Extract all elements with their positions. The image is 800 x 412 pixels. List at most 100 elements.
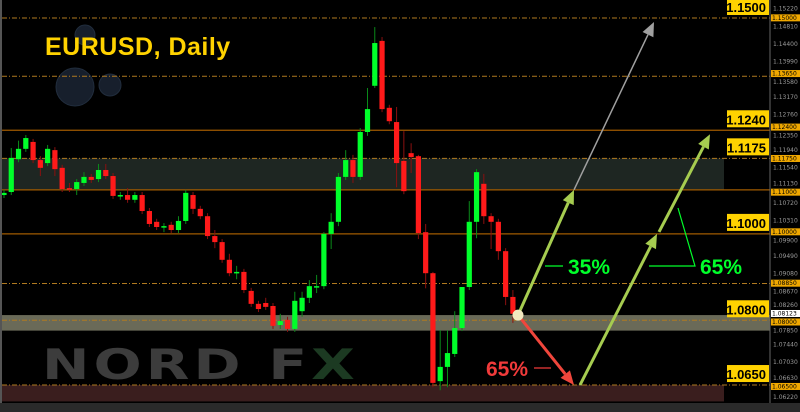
candle [386,104,392,125]
candle-body [437,366,443,382]
axis-tick-label: 1.11940 [773,147,798,154]
candle [204,213,211,240]
chart-title: EURUSD, Daily [45,33,231,61]
candle [437,330,443,391]
candle [234,265,240,280]
axis-level-tag [771,123,800,131]
candle [393,106,400,188]
candle [132,192,138,203]
axis-level-tag [771,318,800,326]
candle-body [1,192,7,196]
candle [161,223,167,233]
candle [473,169,480,239]
candle-body [168,224,174,231]
candle-body [393,122,400,164]
bottom-scrollbar[interactable] [0,403,800,412]
candle-body [277,321,283,326]
candle [401,131,407,195]
level-label-text: 1.1175 [727,140,766,155]
zone-0 [2,158,724,190]
candle-body [52,150,58,170]
level-label: 1.1000 [726,213,769,231]
axis-tick-label: 1.07440 [773,341,798,348]
axis-tick-label: 1.10310 [773,218,798,225]
axis-tick-label: 1.07030 [773,359,798,366]
axis-tick-label: 1.09080 [773,271,798,278]
probability-label-65-up: 65% [700,256,742,279]
arrowhead-icon [698,134,710,150]
candle [117,192,123,200]
candle [241,268,247,294]
candle-body [212,236,218,243]
candle [357,128,363,180]
axis-level-tag [771,188,800,196]
candle-body [328,221,334,234]
candle-body [343,160,349,177]
candle [503,248,509,306]
candle [110,173,116,199]
bullish-arrow-first [516,189,574,316]
axis-tick-label: 1.13990 [773,59,798,66]
candle-body [219,242,225,260]
extended-target-arrow [573,22,654,191]
level-label-text: 1.0800 [726,302,766,317]
level-label-text: 1.1000 [726,216,766,231]
axis-level-tag-text: 1.11750 [772,155,797,162]
candle-body [401,160,407,192]
candle-body [503,251,509,297]
candle-body [88,176,94,180]
axis-tick-label: 1.08260 [773,302,798,309]
candle-body [423,232,429,274]
candle [321,232,327,290]
axis-tick-label: 1.14400 [773,41,798,48]
candle-body [481,183,487,217]
candle-body [255,303,262,310]
candle [190,192,196,215]
level-label: 1.1240 [726,110,769,128]
candle-body [473,172,480,222]
axis-level-tag-text: 1.10000 [772,229,797,236]
bullish-arrow-second-leg1 [578,233,657,386]
axis-tick-label: 1.08670 [773,289,798,296]
arrowhead-icon [562,189,574,206]
candle [466,201,472,291]
candle-body [321,233,327,287]
candle [139,192,145,215]
candle [23,135,29,152]
candle [277,313,283,329]
candle-body [444,353,451,367]
level-label: 1.0650 [726,365,769,383]
candle-body [59,167,65,189]
candle-body [190,195,196,209]
candle-body [292,300,298,329]
candle-body [103,169,109,177]
axis-level-tag [771,70,800,78]
nordfx-watermark-logo: NORD FX [42,340,359,389]
level-label-text: 1.1500 [726,0,766,15]
axis-level-tag-text: 1.13650 [772,71,797,78]
candle-body [30,141,36,161]
candle [30,138,36,164]
arrowhead-icon [560,370,574,386]
candle-body [306,286,312,298]
axis-tick-label: 1.06630 [773,375,798,382]
candle-body [197,208,203,217]
candle-body [299,297,305,312]
current-price-text: 1.08123 [772,310,797,317]
candle [124,188,131,203]
axis-level-tag [771,14,800,22]
candle-body [415,156,421,234]
current-price-tag [771,309,800,317]
axis-level-tag [771,382,800,390]
axis-tick-label: 1.12760 [773,112,798,119]
candle-body [37,160,43,168]
candle [481,173,487,224]
candle [226,253,232,277]
axis-tick-label: 1.13170 [773,94,798,101]
axis-tick-label: 1.13580 [773,79,798,86]
axis-tick-label: 1.11130 [773,181,798,188]
bullish-arrow-second-leg2 [657,134,710,233]
candle-body [335,176,342,222]
axis-tick-label: 1.07850 [773,327,798,334]
